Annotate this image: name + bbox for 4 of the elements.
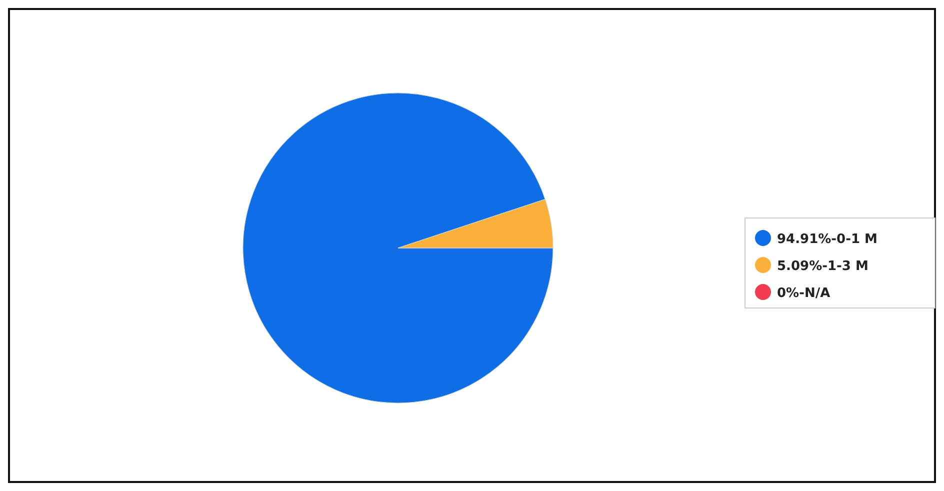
legend-label: 0%-N/A: [777, 286, 830, 301]
legend-label: 94.91%-0-1 M: [777, 232, 878, 247]
legend-label: 5.09%-1-3 M: [777, 259, 868, 274]
pie-slice: [242, 92, 554, 404]
